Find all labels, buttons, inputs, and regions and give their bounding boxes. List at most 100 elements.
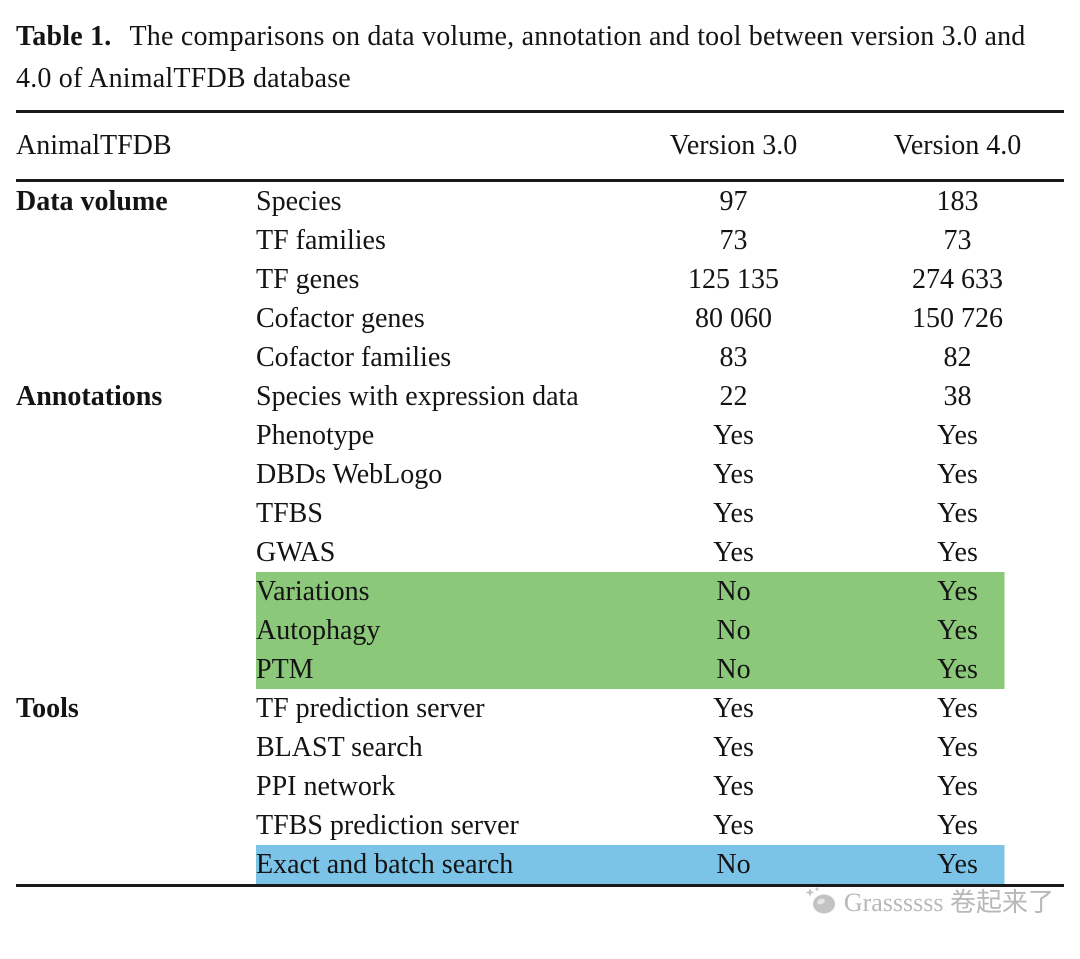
row-v4-value: Yes [851,611,1064,650]
row-category [16,767,256,806]
row-v3-value: Yes [713,459,754,490]
row-item: Cofactor genes [256,303,425,334]
row-category [16,338,256,377]
row-item: Exact and batch search [256,845,616,886]
table-body: Data volume Species 97 183 TF families 7… [16,181,1064,886]
table-row: Cofactor families 83 82 [16,338,1064,377]
row-v3-value: No [616,650,851,689]
row-v4-value: 38 [943,381,972,412]
row-category: Tools [16,693,79,724]
row-item: Cofactor families [256,342,452,373]
row-v3-value: Yes [713,732,754,763]
table-row: Variations No Yes [16,572,1064,611]
row-item: TFBS prediction server [256,810,519,841]
row-category [16,455,256,494]
row-v3-value: 83 [719,342,748,373]
row-category [16,650,256,689]
row-v3-value: 80 060 [695,303,772,334]
row-category [16,299,256,338]
table-row: TFBS prediction server Yes Yes [16,806,1064,845]
row-category [16,572,256,611]
row-v4-value: 183 [936,186,979,217]
table-row: TF families 73 73 [16,221,1064,260]
row-v4-value: Yes [851,650,1064,689]
row-v4-value: Yes [937,420,978,451]
row-item: Species with expression data [256,381,579,412]
row-category [16,845,256,886]
header-version4: Version 4.0 [851,111,1064,182]
row-category [16,260,256,299]
row-item: Autophagy [256,611,616,650]
row-v4-value: 82 [943,342,972,373]
row-item: Phenotype [256,420,375,451]
table-caption: Table 1. The comparisons on data volume, … [16,16,1064,100]
row-v4-value: Yes [937,732,978,763]
row-v4-value: Yes [937,693,978,724]
table-row: Autophagy No Yes [16,611,1064,650]
row-category: Data volume [16,186,168,217]
row-item: TF families [256,225,386,256]
row-v4-value: Yes [851,572,1064,611]
row-v3-value: Yes [713,498,754,529]
row-v4-value: Yes [937,498,978,529]
table-row: BLAST search Yes Yes [16,728,1064,767]
row-item: TF prediction server [256,693,485,724]
row-category: Annotations [16,381,163,412]
row-v3-value: No [616,572,851,611]
row-category [16,221,256,260]
row-v3-value: Yes [713,420,754,451]
header-database: AnimalTFDB [16,111,616,182]
row-v3-value: Yes [713,537,754,568]
row-v3-value: Yes [713,771,754,802]
table-row: DBDs WebLogo Yes Yes [16,455,1064,494]
row-item: TFBS [256,498,323,529]
row-v3-value: 125 135 [688,264,779,295]
header-version3: Version 3.0 [616,111,851,182]
row-v3-value: Yes [713,810,754,841]
clap-emoji-icon [804,886,838,916]
comparison-table: AnimalTFDB Version 3.0 Version 4.0 Data … [16,110,1064,887]
row-v3-value: 97 [719,186,748,217]
row-v3-value: Yes [713,693,754,724]
caption-label: Table 1. [16,21,112,52]
row-v3-value: No [616,611,851,650]
table-row: TF genes 125 135 274 633 [16,260,1064,299]
row-category [16,806,256,845]
row-item: Variations [256,572,616,611]
row-category [16,494,256,533]
table-row: Exact and batch search No Yes [16,845,1064,886]
table-row: GWAS Yes Yes [16,533,1064,572]
table-row: PPI network Yes Yes [16,767,1064,806]
table-row: Annotations Species with expression data… [16,377,1064,416]
table-header-row: AnimalTFDB Version 3.0 Version 4.0 [16,111,1064,182]
row-item: Species [256,186,342,217]
table-row: Cofactor genes 80 060 150 726 [16,299,1064,338]
watermark-text: Grassssss 卷起来了 [843,888,1054,917]
row-v4-value: 150 726 [912,303,1003,334]
row-v4-value: Yes [851,845,1064,886]
row-item: PTM [256,650,616,689]
row-category [16,611,256,650]
table-row: TFBS Yes Yes [16,494,1064,533]
row-v3-value: No [616,845,851,886]
row-category [16,533,256,572]
row-v3-value: 73 [719,225,748,256]
row-v4-value: Yes [937,810,978,841]
row-v4-value: Yes [937,537,978,568]
table-row: Tools TF prediction server Yes Yes [16,689,1064,728]
row-v4-value: 73 [943,225,972,256]
row-v4-value: Yes [937,459,978,490]
row-v4-value: Yes [937,771,978,802]
row-item: TF genes [256,264,360,295]
table-row: PTM No Yes [16,650,1064,689]
row-item: GWAS [256,537,336,568]
row-item: BLAST search [256,732,423,763]
row-category [16,416,256,455]
caption-text: The comparisons on data volume, annotati… [16,21,1026,94]
row-category [16,728,256,767]
row-v4-value: 274 633 [912,264,1003,295]
table-row: Phenotype Yes Yes [16,416,1064,455]
row-item: PPI network [256,771,396,802]
table-row: Data volume Species 97 183 [16,181,1064,222]
